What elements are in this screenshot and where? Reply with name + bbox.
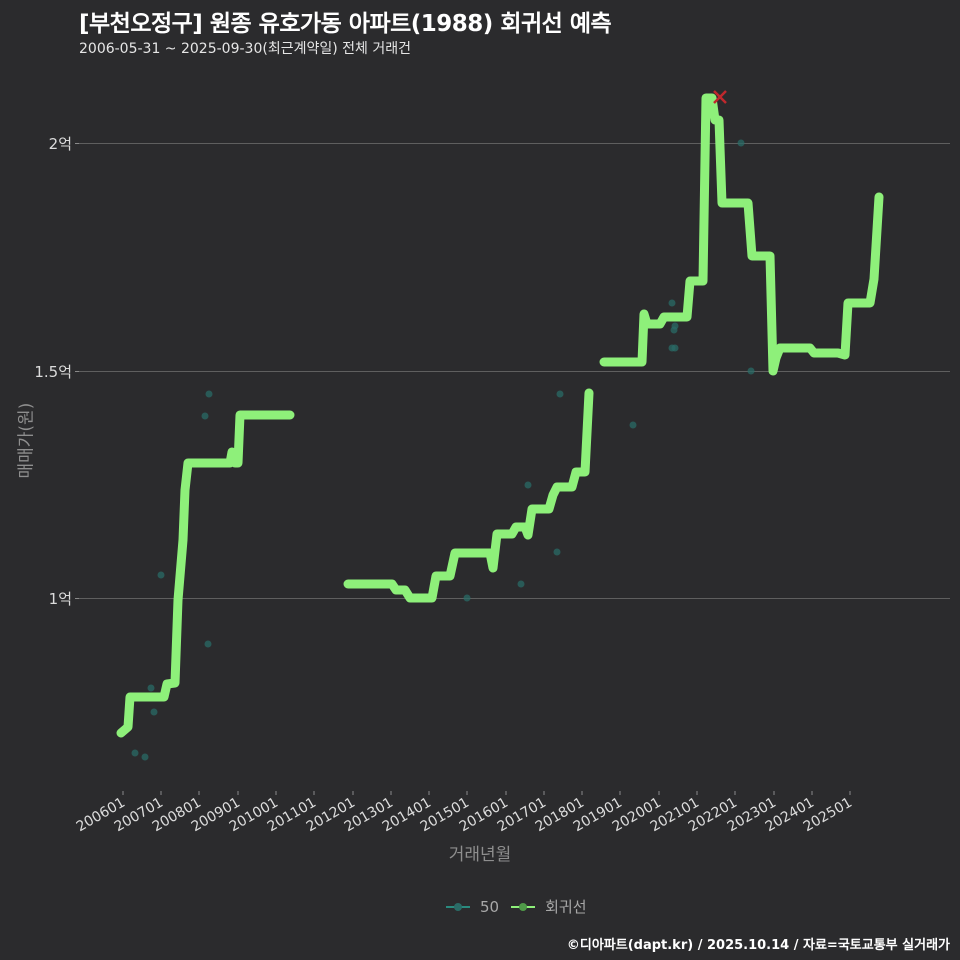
legend: 50 회귀선 [446,896,599,917]
y-axis-ticks: 2억 1.5억 1억 [34,135,79,608]
legend-key-regression-icon [511,900,536,914]
legend-key-50-icon [446,900,470,914]
y-axis-label: 매매가(원) [16,402,37,479]
grid-lines [79,143,950,599]
y-tick-label: 1억 [49,590,72,608]
peak-x-marker-icon [713,90,727,104]
y-tick-label: 1.5억 [34,363,72,381]
legend-label: 50 [480,897,500,916]
y-tick-label: 2억 [49,135,72,153]
chart-subtitle: 2006-05-31 ~ 2025-09-30(최근계약일) 전체 거래건 [79,41,411,57]
legend-item-50: 50 [446,898,499,916]
chart-title: [부천오정구] 원종 유호가동 아파트(1988) 회귀선 예측 [79,11,612,37]
scatter-points-50 [131,139,755,761]
x-axis-ticks: 200601 200701 200801 200901 201001 20110… [74,791,855,835]
legend-label: 회귀선 [545,898,587,916]
x-axis-label: 거래년월 [448,845,512,865]
footer-credit: ©디아파트(dapt.kr) / 2025.10.14 / 자료=국토교통부 실… [566,938,950,953]
legend-item-regression: 회귀선 [511,896,587,917]
regression-line [116,93,884,738]
